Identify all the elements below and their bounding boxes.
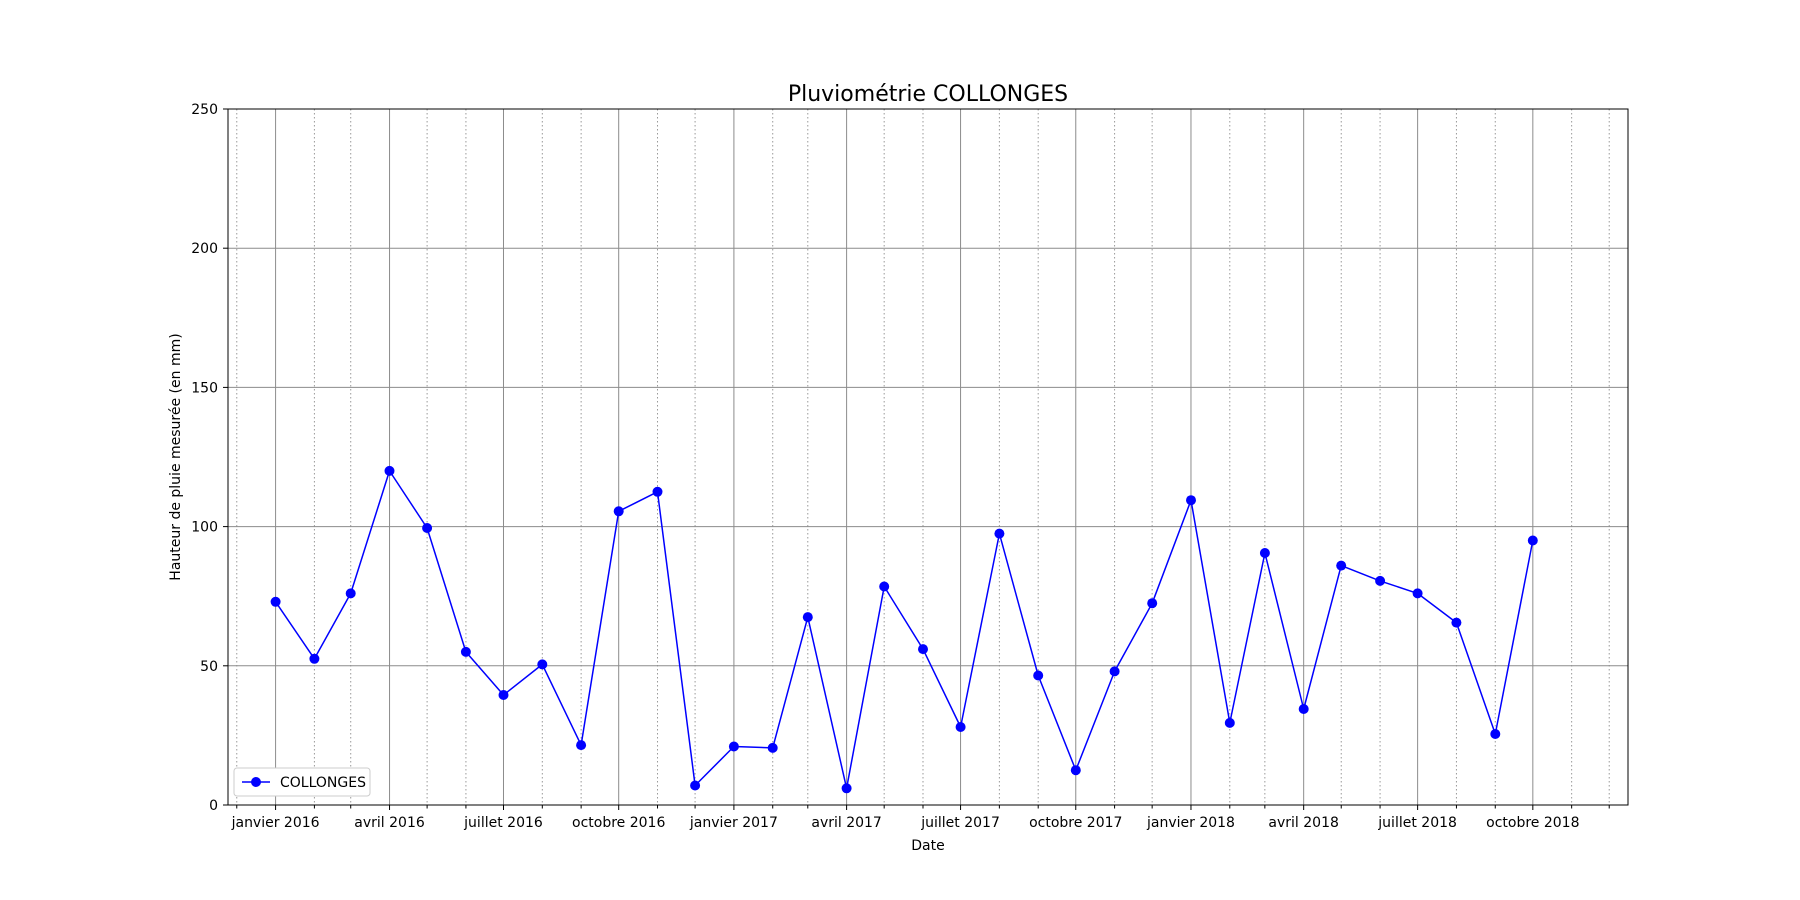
y-tick-label: 150 bbox=[191, 380, 218, 396]
data-point bbox=[767, 742, 778, 753]
data-point bbox=[1147, 598, 1158, 609]
data-point bbox=[1186, 495, 1196, 506]
minor-gridlines bbox=[236, 109, 1610, 805]
x-tick-label: avril 2018 bbox=[1268, 815, 1338, 831]
y-tick-label: 250 bbox=[191, 102, 218, 118]
data-point bbox=[1109, 666, 1120, 677]
series-line bbox=[274, 470, 1534, 790]
legend-box bbox=[233, 767, 371, 797]
data-point bbox=[498, 690, 509, 700]
x-tick-label: janvier 2016 bbox=[231, 815, 320, 831]
data-point bbox=[270, 596, 281, 607]
x-tick-label: avril 2017 bbox=[811, 815, 881, 831]
data-point bbox=[841, 783, 852, 794]
legend-label: COLLONGES bbox=[280, 775, 366, 791]
data-point bbox=[1259, 548, 1270, 558]
legend: COLLONGES bbox=[233, 767, 371, 797]
x-tick-label: janvier 2018 bbox=[1146, 815, 1235, 831]
data-point bbox=[1412, 588, 1423, 599]
data-point bbox=[1033, 670, 1044, 681]
data-point bbox=[309, 653, 320, 664]
y-tick-label: 50 bbox=[200, 659, 218, 675]
data-point bbox=[537, 659, 548, 670]
data-point bbox=[1375, 575, 1386, 586]
data-point bbox=[613, 506, 624, 517]
y-tick-label: 100 bbox=[191, 520, 218, 536]
data-point bbox=[384, 465, 395, 476]
data-point bbox=[576, 740, 587, 751]
plot-frame bbox=[227, 108, 1629, 806]
major-gridlines bbox=[228, 108, 1628, 806]
y-axis-label: Hauteur de pluie mesurée (en mm) bbox=[168, 333, 184, 580]
x-tick-label: juillet 2018 bbox=[1377, 815, 1457, 831]
data-point bbox=[460, 646, 471, 657]
data-point bbox=[955, 722, 966, 732]
data-point bbox=[728, 741, 739, 752]
data-point bbox=[1490, 729, 1501, 739]
data-point bbox=[994, 528, 1005, 539]
x-tick-label: octobre 2017 bbox=[1029, 815, 1122, 831]
series-layer bbox=[270, 465, 1538, 794]
data-point bbox=[879, 581, 890, 592]
data-point bbox=[1070, 765, 1081, 776]
data-point bbox=[422, 523, 433, 533]
data-point bbox=[1451, 617, 1462, 628]
x-tick-label: octobre 2018 bbox=[1486, 815, 1579, 831]
data-point bbox=[1336, 560, 1347, 571]
y-tick-label: 0 bbox=[209, 798, 218, 814]
chart-title: Pluviométrie COLLONGES bbox=[788, 82, 1068, 107]
x-tick-label: janvier 2017 bbox=[689, 815, 778, 831]
x-tick-label: octobre 2016 bbox=[572, 815, 665, 831]
data-point bbox=[690, 780, 701, 791]
data-point bbox=[1298, 704, 1309, 714]
x-axis-label: Date bbox=[911, 838, 944, 854]
x-tick-label: avril 2016 bbox=[354, 815, 425, 831]
x-tick-label: juillet 2016 bbox=[463, 815, 543, 831]
x-tick-label: juillet 2017 bbox=[920, 815, 1000, 831]
y-tick-label: 200 bbox=[191, 241, 218, 257]
data-point bbox=[802, 612, 813, 623]
ticks-layer: janvier 2016 avril 2016 juillet 2016 octobr… bbox=[191, 102, 1610, 831]
data-point bbox=[1527, 535, 1538, 546]
data-point bbox=[1224, 717, 1235, 728]
data-point bbox=[652, 486, 663, 497]
data-point bbox=[918, 644, 928, 655]
data-point bbox=[345, 588, 356, 599]
legend-marker-swatch bbox=[251, 777, 261, 787]
